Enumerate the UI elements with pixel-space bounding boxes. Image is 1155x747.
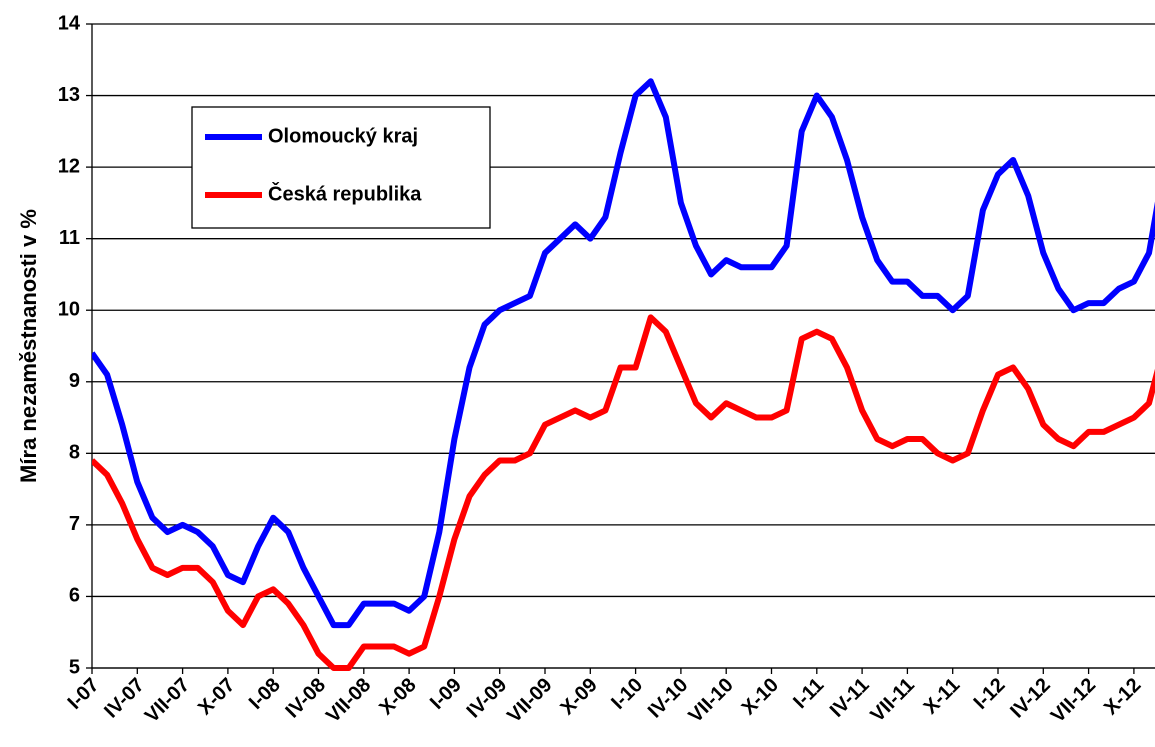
y-tick-label: 14 (58, 12, 81, 34)
x-tick-label: X-07 (194, 674, 239, 719)
x-tick-label: IV-11 (826, 674, 874, 722)
x-tick-label: IV-08 (281, 674, 330, 723)
x-tick-label: I-07 (64, 674, 104, 714)
legend-box (191, 106, 491, 229)
y-tick-label: 8 (69, 442, 80, 464)
x-tick-label: VII-07 (141, 674, 194, 727)
x-tick-label: VII-08 (322, 674, 375, 727)
x-tick-label: IV-12 (1006, 674, 1055, 723)
y-tick-label: 7 (69, 513, 80, 535)
x-tick-label: I-12 (970, 674, 1010, 714)
x-tick-label: I-10 (607, 674, 647, 714)
data-line (92, 314, 1155, 671)
y-tick-label: 12 (58, 155, 80, 177)
x-tick-label: X-12 (1100, 674, 1145, 719)
y-tick-label: 11 (59, 227, 80, 249)
y-tick-label: 13 (58, 84, 80, 106)
legend-label: Česká republika (268, 181, 422, 205)
y-tick-label: 9 (69, 370, 80, 392)
x-tick-label: VII-09 (503, 674, 556, 727)
x-tick-label: X-09 (556, 674, 601, 719)
x-tick-label: IV-07 (100, 674, 149, 723)
x-tick-label: X-10 (738, 674, 783, 719)
y-axis-title: Míra nezaměstnanosti v % (16, 209, 41, 483)
x-tick-label: IV-09 (463, 674, 512, 723)
x-tick-label: X-11 (920, 674, 965, 719)
legend-label: Olomoucký kraj (268, 125, 418, 147)
data-line (92, 78, 1155, 629)
x-tick-label: IV-10 (644, 674, 693, 723)
y-tick-label: 6 (69, 585, 80, 607)
x-tick-label: VII-12 (1047, 674, 1100, 727)
y-tick-label: 10 (58, 299, 80, 321)
x-tick-label: I-08 (245, 674, 285, 714)
y-tick-label: 5 (69, 656, 80, 678)
x-tick-label: X-08 (375, 674, 420, 719)
x-tick-label: I-11 (789, 674, 828, 713)
plot-area (92, 78, 1155, 671)
x-tick-label: VII-10 (684, 674, 737, 727)
x-tick-label: VII-11 (866, 674, 919, 727)
x-tick-label: I-09 (426, 674, 466, 714)
